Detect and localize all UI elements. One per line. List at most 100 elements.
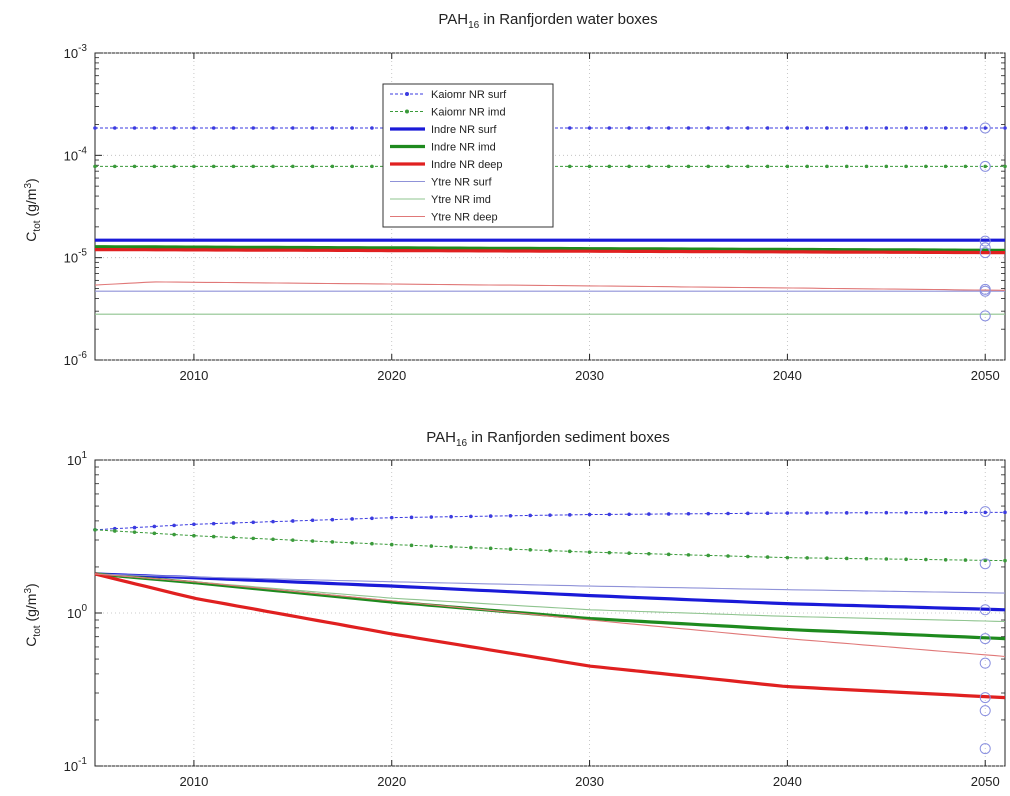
series-marker bbox=[211, 126, 216, 130]
series-marker bbox=[528, 548, 533, 552]
y-tick-label: 10-5 bbox=[64, 248, 88, 266]
x-tick-label: 2030 bbox=[575, 368, 604, 383]
series-marker bbox=[686, 553, 691, 557]
end-observation-marker bbox=[979, 235, 991, 247]
series-marker bbox=[943, 558, 948, 562]
series-marker bbox=[627, 512, 631, 517]
series-marker bbox=[666, 164, 671, 169]
series-marker bbox=[864, 510, 869, 515]
series-marker bbox=[647, 551, 651, 556]
series-marker bbox=[765, 126, 770, 130]
series-marker bbox=[350, 164, 354, 169]
series-line bbox=[94, 572, 1006, 700]
series-marker bbox=[983, 126, 988, 130]
series-marker bbox=[172, 523, 176, 528]
series-line bbox=[94, 573, 1006, 623]
series-marker bbox=[469, 514, 473, 519]
series-marker bbox=[864, 556, 869, 561]
series-marker bbox=[1003, 558, 1007, 563]
series-marker bbox=[567, 549, 572, 554]
series-marker bbox=[192, 164, 196, 169]
series-marker bbox=[211, 534, 216, 539]
y-tick-label: 101 bbox=[67, 450, 87, 468]
series-marker bbox=[152, 524, 157, 529]
series-marker bbox=[666, 552, 671, 557]
series-line bbox=[94, 573, 1006, 658]
series-marker bbox=[884, 510, 889, 515]
sediment-plot-area bbox=[94, 459, 1006, 767]
x-tick-label: 2040 bbox=[773, 774, 802, 789]
series-marker bbox=[963, 510, 968, 515]
series-marker bbox=[112, 164, 117, 169]
series-marker bbox=[587, 550, 592, 554]
series-marker bbox=[330, 126, 335, 130]
series-marker bbox=[251, 520, 256, 525]
series-marker bbox=[607, 550, 612, 555]
series-marker bbox=[904, 164, 908, 169]
end-observation-marker bbox=[979, 247, 991, 259]
series-marker bbox=[370, 516, 374, 521]
series-marker bbox=[488, 514, 493, 518]
end-observation-marker bbox=[979, 310, 991, 322]
series-marker bbox=[429, 544, 434, 548]
series-marker bbox=[231, 535, 236, 540]
series-marker bbox=[983, 558, 988, 563]
series-marker bbox=[904, 510, 908, 515]
series-marker bbox=[805, 511, 809, 515]
sediment-chart: PAH16 in Ranfjorden sediment boxes 2010 2… bbox=[23, 429, 1007, 789]
series-marker bbox=[904, 126, 908, 130]
series-marker bbox=[152, 126, 157, 130]
series-marker bbox=[765, 164, 770, 169]
series-marker bbox=[370, 541, 374, 546]
series-marker bbox=[172, 126, 176, 130]
series-marker bbox=[844, 164, 849, 169]
legend-label: Ytre NR imd bbox=[431, 194, 491, 206]
series-marker bbox=[844, 556, 849, 561]
y-tick-label: 100 bbox=[67, 603, 87, 621]
series-marker bbox=[310, 126, 315, 130]
water-x-ticks: 2010 2020 2030 2040 2050 bbox=[179, 53, 1000, 383]
series-marker bbox=[666, 512, 671, 516]
series-marker bbox=[844, 126, 849, 130]
x-tick-label: 2030 bbox=[575, 774, 604, 789]
series-marker bbox=[1003, 510, 1007, 515]
legend-marker bbox=[405, 92, 409, 96]
series-marker bbox=[389, 542, 394, 547]
series-marker bbox=[508, 547, 513, 551]
x-tick-label: 2010 bbox=[179, 368, 208, 383]
series-marker bbox=[706, 553, 711, 558]
series-marker bbox=[409, 543, 414, 548]
series-marker bbox=[548, 513, 552, 517]
series-marker bbox=[192, 126, 196, 130]
series-marker bbox=[508, 513, 513, 518]
series-line bbox=[95, 248, 1005, 255]
series-marker bbox=[567, 126, 572, 130]
series-marker bbox=[765, 555, 770, 559]
series-marker bbox=[112, 126, 117, 130]
series-marker bbox=[746, 164, 750, 169]
series-marker bbox=[647, 164, 651, 169]
series-marker bbox=[528, 513, 533, 518]
series-marker bbox=[429, 515, 434, 519]
series-marker bbox=[726, 511, 730, 516]
series-marker bbox=[924, 126, 928, 130]
series-marker bbox=[291, 126, 295, 130]
legend-label: Kaiomr NR surf bbox=[431, 89, 507, 101]
series-marker bbox=[746, 126, 750, 130]
series-marker bbox=[666, 126, 671, 130]
series-marker bbox=[726, 126, 730, 130]
series-line bbox=[94, 572, 1006, 641]
y-tick-label: 10-6 bbox=[64, 350, 88, 368]
series-marker bbox=[963, 558, 968, 562]
series-marker bbox=[469, 545, 473, 550]
series-marker bbox=[805, 126, 809, 130]
legend-marker bbox=[405, 109, 409, 114]
series-marker bbox=[567, 164, 572, 169]
series-marker bbox=[746, 554, 750, 559]
legend-label: Kaiomr NR imd bbox=[431, 107, 506, 119]
sediment-series bbox=[93, 506, 1007, 755]
series-line bbox=[94, 572, 1006, 612]
series-marker bbox=[825, 126, 829, 130]
series-marker bbox=[884, 126, 889, 130]
